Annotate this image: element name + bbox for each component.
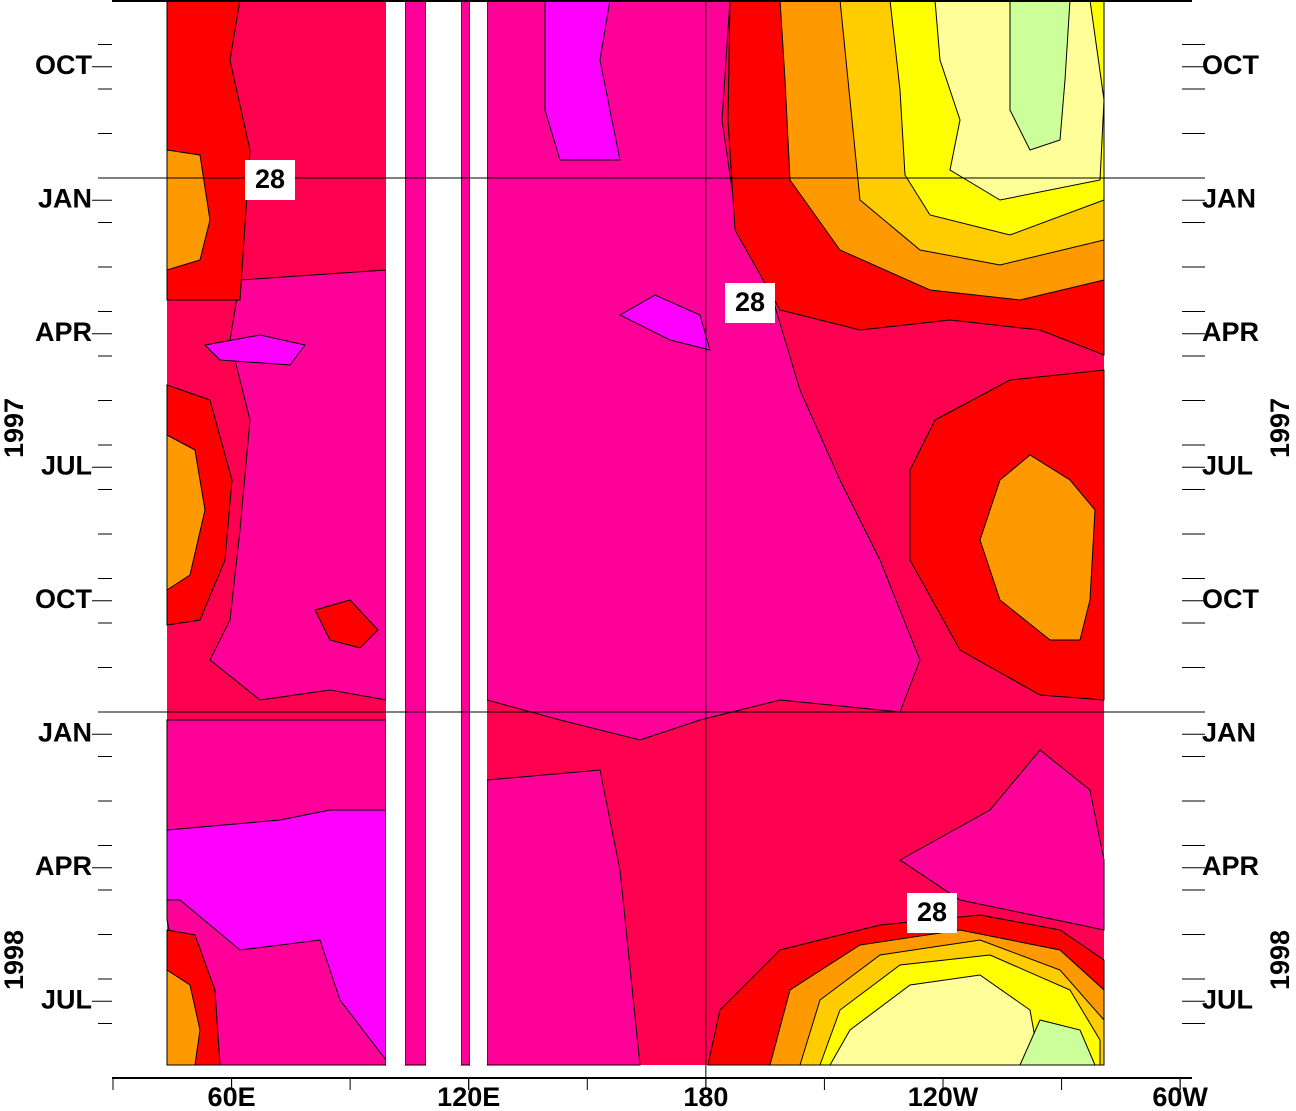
contour-label: 28 <box>917 897 947 927</box>
y-tick-label: OCT <box>1202 584 1260 614</box>
contour-label: 28 <box>255 164 285 194</box>
year-label: 1998 <box>0 930 29 990</box>
contour-field <box>166 0 1105 1066</box>
y-tick-label: JAN <box>1202 717 1256 747</box>
x-tick-label: 120E <box>437 1082 500 1111</box>
contour-label-box <box>907 893 957 933</box>
contour-label-box <box>725 283 775 323</box>
sst-region <box>166 434 206 591</box>
sst-region <box>899 749 1105 931</box>
land-gap <box>426 0 461 1065</box>
sst-region <box>1019 1019 1096 1066</box>
sst-region <box>1009 0 1071 151</box>
sst-region <box>486 0 921 741</box>
y-tick-label: APR <box>35 317 92 347</box>
y-tick-label: OCT <box>1202 50 1260 80</box>
sst-region <box>618 294 711 351</box>
year-label: 1998 <box>1265 930 1295 990</box>
y-tick-label: JAN <box>38 183 92 213</box>
sst-region <box>314 599 379 649</box>
x-tick-label: 60E <box>208 1082 256 1111</box>
year-label: 1997 <box>1265 398 1295 458</box>
sst-region <box>979 454 1096 641</box>
x-tick-label: 120W <box>908 1082 979 1111</box>
y-tick-label: JUL <box>41 984 92 1014</box>
sst-region <box>544 0 621 161</box>
y-tick-label: OCT <box>35 50 93 80</box>
x-tick-label: 180 <box>683 1082 728 1111</box>
year-label: 1997 <box>0 398 29 458</box>
y-tick-label: JAN <box>1202 183 1256 213</box>
sst-region <box>203 334 306 366</box>
contour-label-box <box>245 160 295 200</box>
y-tick-label: APR <box>35 851 92 881</box>
sst-region <box>166 809 387 1062</box>
land-gap <box>386 0 405 1065</box>
contour-label: 28 <box>735 287 765 317</box>
y-tick-label: JUL <box>1202 450 1253 480</box>
y-tick-label: APR <box>1202 317 1259 347</box>
y-tick-label: JUL <box>1202 984 1253 1014</box>
y-tick-label: JAN <box>38 717 92 747</box>
sst-region <box>166 969 201 1066</box>
y-tick-label: JUL <box>41 450 92 480</box>
land-gap <box>470 0 487 1065</box>
x-tick-label: 60W <box>1152 1082 1208 1111</box>
sst-region <box>166 149 211 271</box>
y-tick-label: OCT <box>35 584 93 614</box>
y-tick-label: APR <box>1202 851 1259 881</box>
